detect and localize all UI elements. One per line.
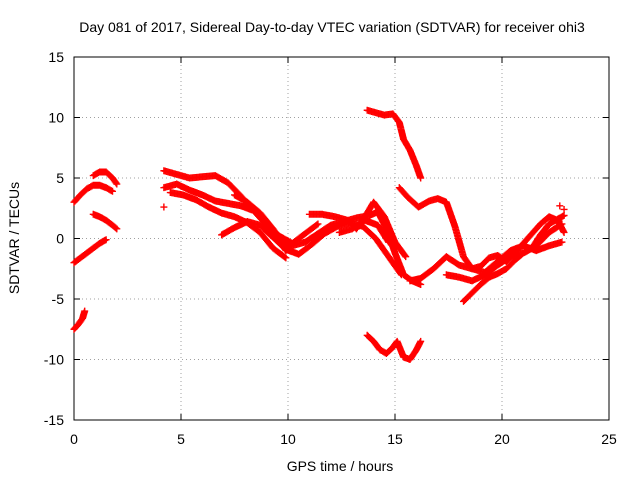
series-arc17 xyxy=(459,212,568,305)
y-axis-label: SDTVAR / TECUs xyxy=(6,182,22,294)
x-tick-label: 25 xyxy=(601,431,617,447)
series-arc15 xyxy=(406,238,566,285)
series-marker-trail xyxy=(70,307,89,333)
x-tick-label: 20 xyxy=(494,431,510,447)
x-tick-label: 10 xyxy=(280,431,296,447)
series-marker-trail xyxy=(166,189,290,262)
series-arc3 xyxy=(70,236,110,267)
data-points xyxy=(70,106,568,363)
series-arc8 xyxy=(166,189,290,262)
series-marker-trail xyxy=(89,210,121,233)
series-dots xyxy=(160,202,568,213)
y-tick-label: -5 xyxy=(52,291,65,307)
series-marker-trail xyxy=(335,216,393,246)
axis-ticks: 0 5 10 15 20 25 -15 -10 -5 0 5 10 15 xyxy=(44,49,617,447)
series-marker-trail xyxy=(395,184,568,273)
y-tick-label: 15 xyxy=(48,49,64,65)
series-arc4 xyxy=(89,210,121,233)
series-arc10 xyxy=(231,191,290,255)
y-tick-label: 5 xyxy=(56,170,64,186)
series-arc12 xyxy=(335,216,393,246)
series-marker-trail xyxy=(363,106,425,182)
series-marker-trail xyxy=(406,238,566,285)
series-marker-trail xyxy=(89,168,121,188)
chart-title: Day 081 of 2017, Sidereal Day-to-day VTE… xyxy=(79,19,585,35)
x-axis-label: GPS time / hours xyxy=(287,458,394,474)
series-arc18 xyxy=(363,331,425,363)
series-marker-trail xyxy=(70,181,117,206)
x-tick-label: 15 xyxy=(387,431,403,447)
series-arc13 xyxy=(363,106,425,182)
series-arc14 xyxy=(395,184,568,273)
x-tick-label: 5 xyxy=(177,431,185,447)
y-tick-label: 0 xyxy=(56,231,64,247)
series-arc2 xyxy=(89,168,121,188)
series-arc5 xyxy=(70,307,89,333)
x-tick-label: 0 xyxy=(70,431,78,447)
series-marker-trail xyxy=(70,236,110,267)
series-marker-trail xyxy=(231,191,290,255)
series-arc1 xyxy=(70,181,117,206)
y-tick-label: -15 xyxy=(44,412,64,428)
y-tick-label: -10 xyxy=(44,352,64,368)
series-marker-trail xyxy=(363,331,425,363)
series-marker-trail xyxy=(459,212,568,305)
y-tick-label: 10 xyxy=(48,110,64,126)
series-marker-trail xyxy=(160,202,568,213)
